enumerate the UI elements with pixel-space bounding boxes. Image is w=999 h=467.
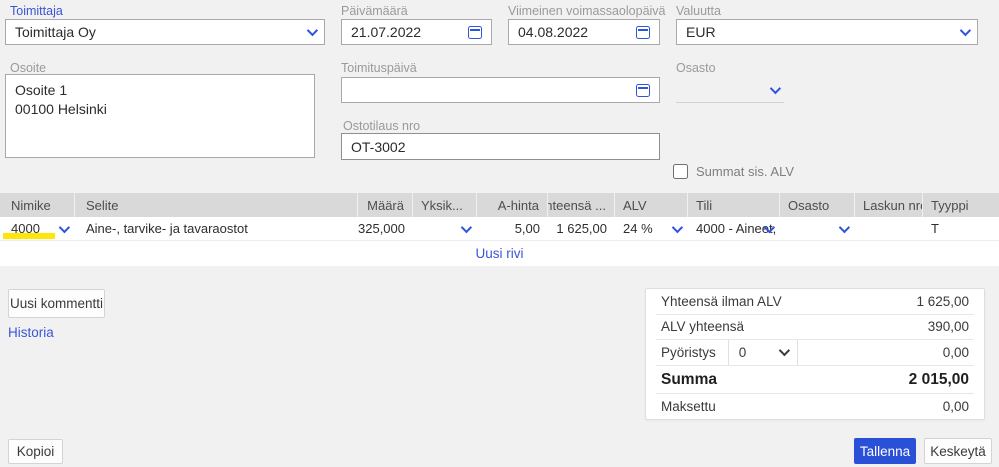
nimike-value: 4000 <box>11 221 40 236</box>
total-excl-vat-value: 1 625,00 <box>916 293 969 309</box>
cell-selite[interactable]: Aine-, tarvike- ja tavaraostot <box>86 221 248 236</box>
date-input[interactable]: 21.07.2022 <box>341 19 492 45</box>
cell-osasto[interactable] <box>780 217 855 240</box>
chevron-down-icon <box>671 221 684 234</box>
rounding-label: Pyöristys <box>661 344 716 360</box>
currency-value: EUR <box>686 24 716 40</box>
valid-until-input[interactable]: 04.08.2022 <box>508 19 660 45</box>
total-excl-vat-row: Yhteensä ilman ALV 1 625,00 <box>656 289 974 315</box>
totals-panel: Yhteensä ilman ALV 1 625,00 ALV yhteensä… <box>645 288 985 420</box>
rounding-amount: 0,00 <box>942 344 969 360</box>
rounding-select[interactable]: 0 <box>727 340 798 365</box>
valid-until-label: Viimeinen voimassaolopäivä <box>508 4 666 18</box>
cancel-button[interactable]: Keskeytä <box>924 438 992 464</box>
vat-total-value: 390,00 <box>927 319 969 335</box>
supplier-value: Toimittaja Oy <box>15 24 96 40</box>
currency-label: Valuutta <box>676 4 721 18</box>
highlight-marker <box>3 233 55 239</box>
chevron-down-icon <box>769 82 782 94</box>
history-link[interactable]: Historia <box>8 325 54 340</box>
po-number-input[interactable]: OT-3002 <box>341 133 660 160</box>
department-label: Osasto <box>676 61 716 75</box>
delivery-date-input[interactable] <box>341 77 660 103</box>
col-header-tili[interactable]: Tili <box>688 193 780 217</box>
currency-select[interactable]: EUR <box>676 19 978 45</box>
cell-tyyppi[interactable]: T <box>931 221 939 236</box>
paid-label: Maksettu <box>661 399 716 415</box>
col-header-alv[interactable]: ALV <box>615 193 688 217</box>
cell-yksikko[interactable] <box>413 217 477 240</box>
chevron-down-icon <box>959 24 972 37</box>
calendar-icon[interactable] <box>636 83 650 97</box>
chevron-down-icon <box>58 221 71 234</box>
table-header-row: Nimike Selite Määrä Yksik... A-hinta Yht… <box>0 193 999 217</box>
vat-total-row: ALV yhteensä 390,00 <box>656 315 974 341</box>
rounding-value: 0 <box>738 344 747 360</box>
save-button[interactable]: Tallenna <box>854 438 916 464</box>
vat-included-row[interactable]: Summat sis. ALV <box>673 164 794 179</box>
line-items-table: Nimike Selite Määrä Yksik... A-hinta Yht… <box>0 193 999 266</box>
paid-row: Maksettu 0,00 <box>656 394 974 419</box>
col-header-laskun-nro[interactable]: Laskun nro <box>855 193 923 217</box>
cell-nimike[interactable]: 4000 <box>0 217 75 240</box>
col-header-yksikko[interactable]: Yksik... <box>413 193 477 217</box>
copy-button[interactable]: Kopioi <box>8 439 63 464</box>
delivery-date-label: Toimituspäivä <box>341 61 417 75</box>
new-row-bar: Uusi rivi <box>0 241 999 266</box>
total-excl-vat-label: Yhteensä ilman ALV <box>661 293 782 309</box>
col-header-maara[interactable]: Määrä <box>358 193 413 217</box>
vat-included-label: Summat sis. ALV <box>696 164 795 179</box>
alv-value: 24 % <box>623 221 653 236</box>
chevron-down-icon <box>778 345 790 357</box>
col-header-a-hinta[interactable]: A-hinta <box>477 193 548 217</box>
tili-value: 4000 - Aineet, tav <box>696 221 780 236</box>
chevron-down-icon <box>838 221 851 234</box>
cell-laskun-nro[interactable] <box>855 217 923 240</box>
col-header-yhteensa[interactable]: Yhteensä ... <box>548 193 615 217</box>
calendar-icon[interactable] <box>468 25 482 39</box>
address-label: Osoite <box>10 61 47 75</box>
col-header-selite[interactable]: Selite <box>75 193 358 217</box>
calendar-icon[interactable] <box>636 25 650 39</box>
date-label: Päivämäärä <box>341 4 408 18</box>
chevron-down-icon <box>460 221 473 234</box>
supplier-select[interactable]: Toimittaja Oy <box>5 19 325 45</box>
table-row: 4000 Aine-, tarvike- ja tavaraostot 325,… <box>0 217 999 241</box>
col-header-osasto[interactable]: Osasto <box>780 193 855 217</box>
department-select[interactable] <box>676 77 784 103</box>
chevron-down-icon <box>306 24 319 37</box>
sum-value: 2 015,00 <box>908 370 969 388</box>
cell-a-hinta[interactable]: 5,00 <box>514 221 540 236</box>
po-number-label: Ostotilaus nro <box>343 119 421 133</box>
vat-total-label: ALV yhteensä <box>661 319 745 335</box>
address-textarea[interactable]: Osoite 1 00100 Helsinki <box>5 74 315 158</box>
sum-row: Summa 2 015,00 <box>656 366 974 395</box>
new-row-link[interactable]: Uusi rivi <box>475 246 524 261</box>
supplier-label: Toimittaja <box>10 4 63 18</box>
paid-value: 0,00 <box>942 399 969 415</box>
sum-label: Summa <box>661 370 717 388</box>
date-value: 21.07.2022 <box>351 24 422 40</box>
cell-yhteensa[interactable]: 1 625,00 <box>556 221 607 236</box>
cell-maara[interactable]: 325,000 <box>358 221 405 236</box>
cell-tili[interactable]: 4000 - Aineet, tav <box>688 217 780 240</box>
po-number-value: OT-3002 <box>351 138 406 155</box>
col-header-nimike[interactable]: Nimike <box>0 193 75 217</box>
col-header-tyyppi[interactable]: Tyyppi <box>931 197 969 213</box>
valid-until-value: 04.08.2022 <box>518 24 589 40</box>
cell-alv[interactable]: 24 % <box>615 217 688 240</box>
vat-included-checkbox[interactable] <box>673 164 688 179</box>
new-comment-button[interactable]: Uusi kommentti <box>8 289 105 318</box>
rounding-row: Pyöristys 0 0,00 <box>656 340 974 366</box>
